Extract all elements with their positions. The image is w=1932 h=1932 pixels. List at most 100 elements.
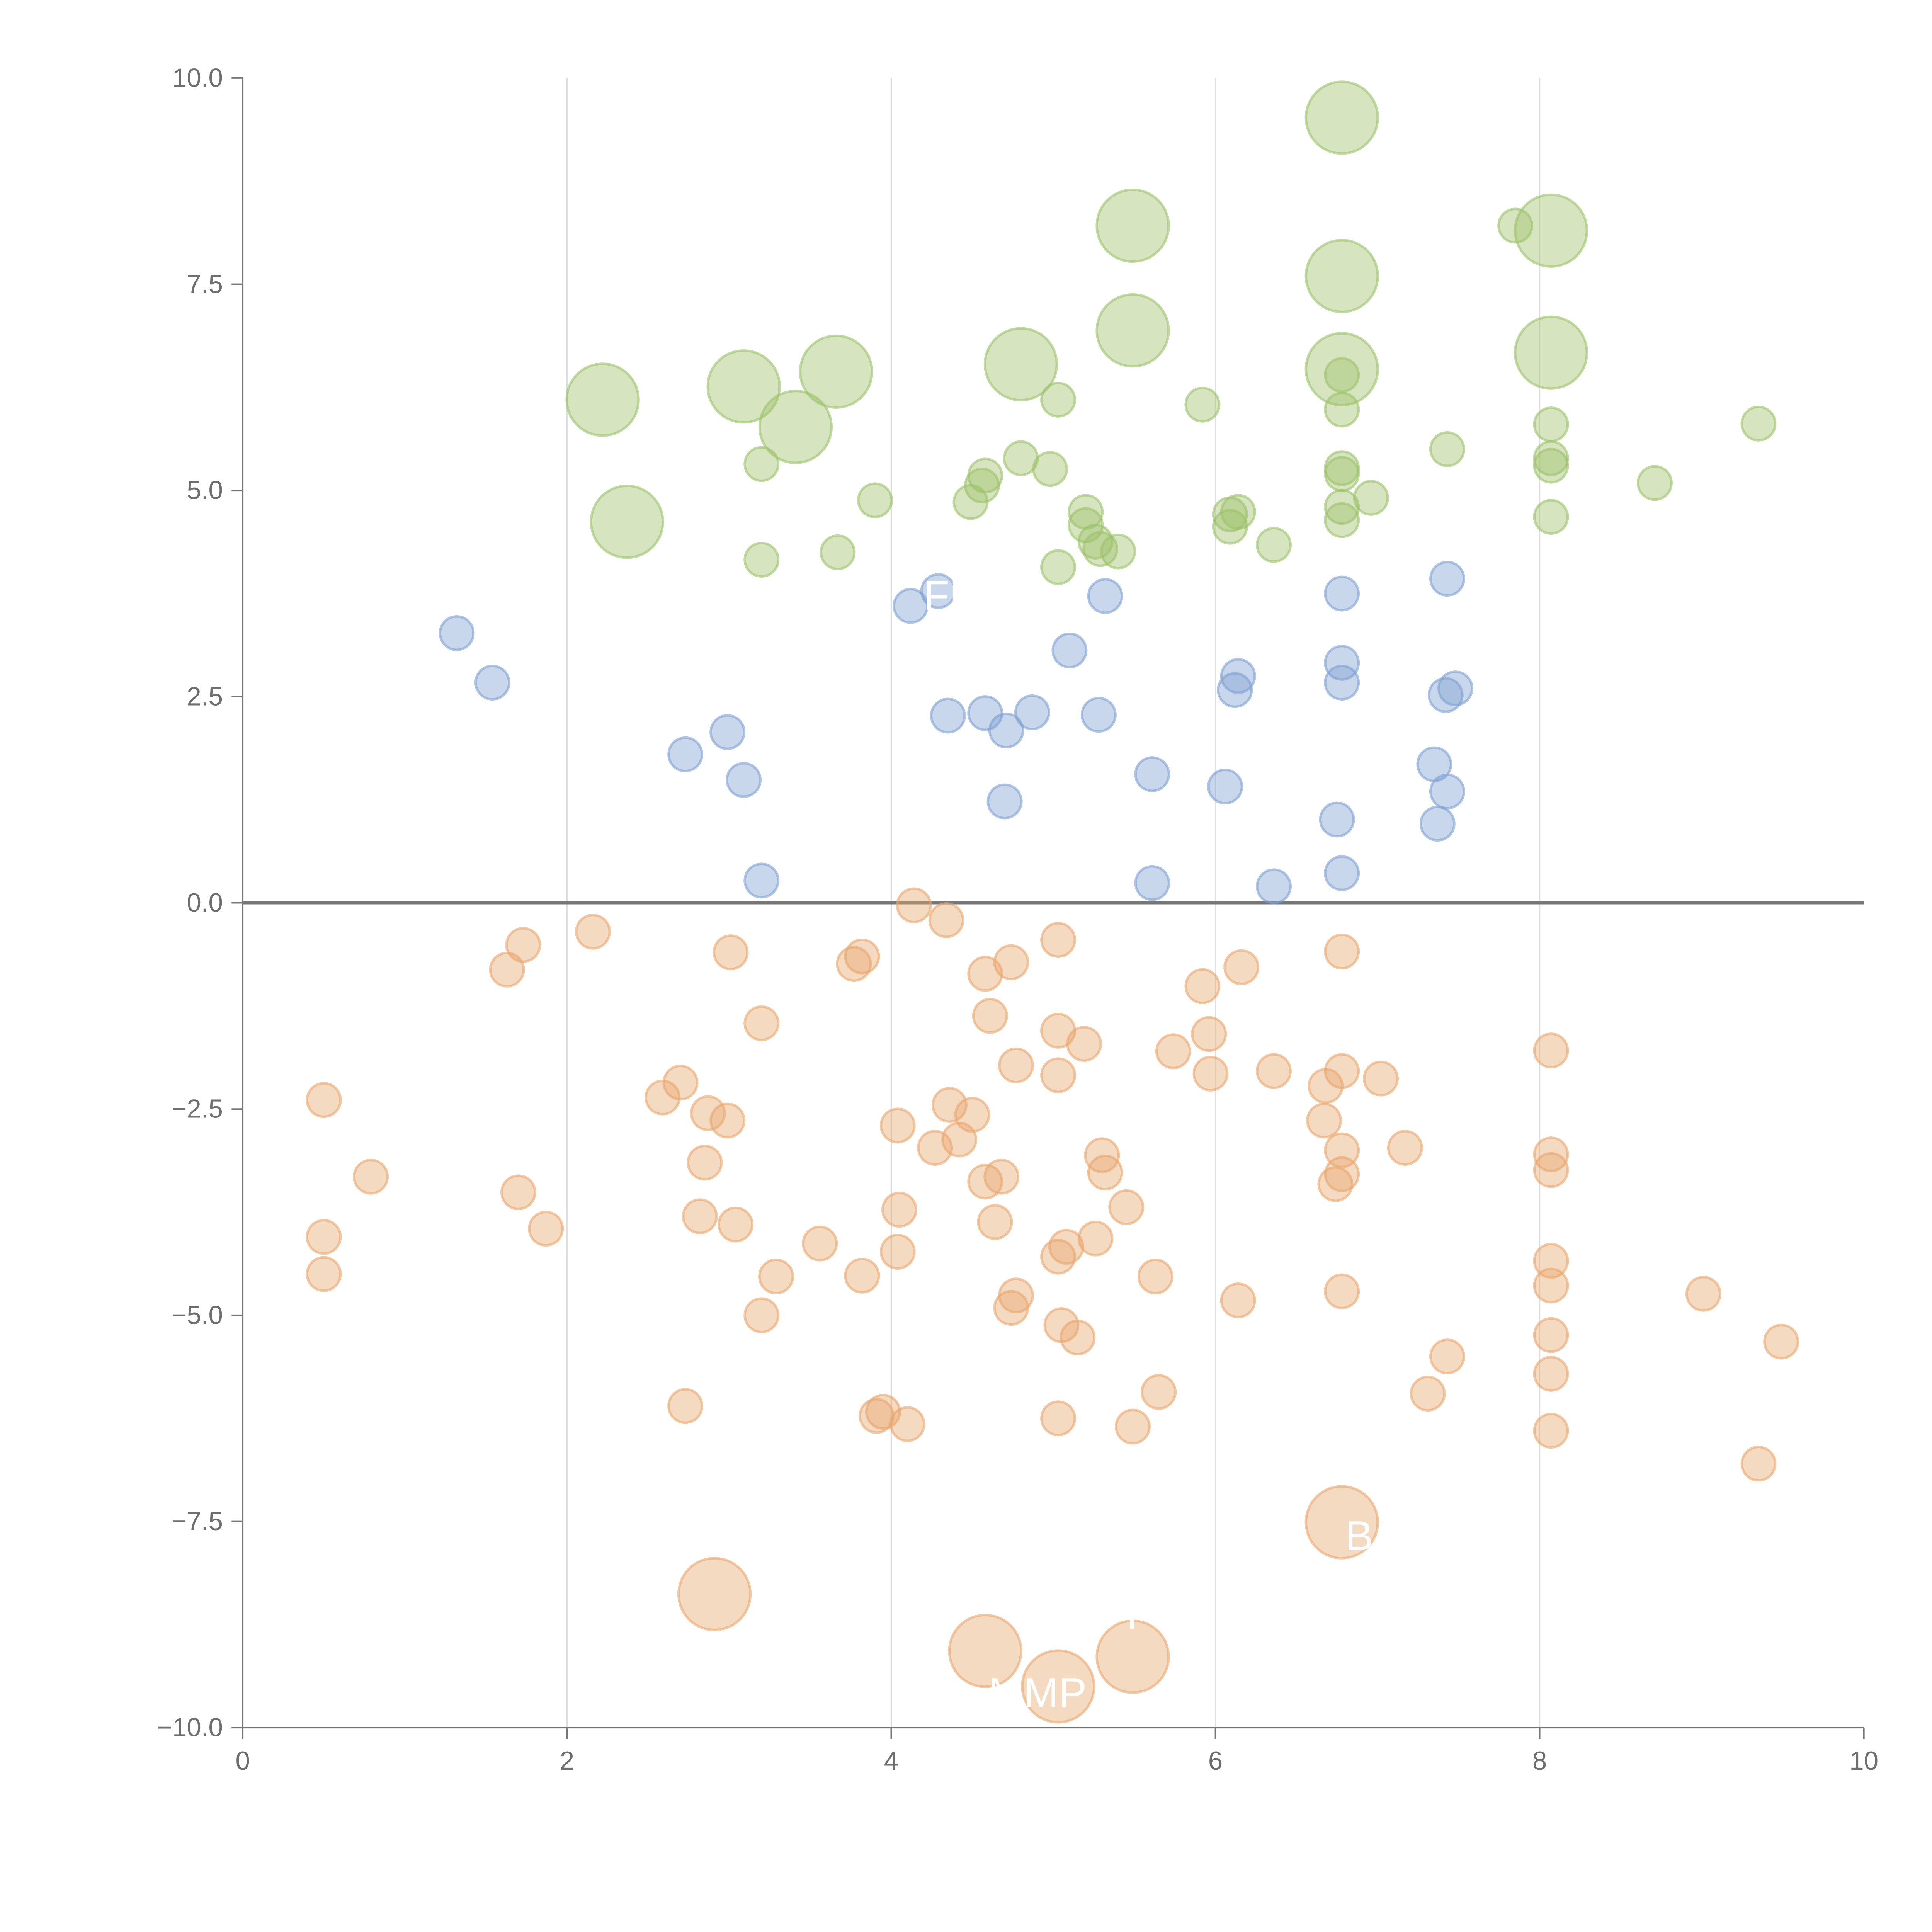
- data-point-orange: [931, 1087, 968, 1123]
- data-point-blue: [474, 665, 510, 701]
- data-point-green: [1497, 207, 1534, 244]
- data-point-blue: [1324, 645, 1360, 681]
- data-point-green: [706, 349, 781, 424]
- data-point-blue: [1087, 578, 1123, 614]
- data-point-green: [1256, 527, 1292, 563]
- data-point-orange: [489, 951, 525, 988]
- data-point-green: [1514, 315, 1588, 390]
- data-point-blue: [1324, 855, 1360, 891]
- y-tick-label: 2.5: [187, 682, 223, 711]
- data-point-blue: [893, 588, 929, 624]
- data-point-orange: [1155, 1033, 1191, 1070]
- data-point-orange: [1685, 1276, 1721, 1312]
- points: [306, 80, 1799, 1724]
- data-point-orange: [505, 927, 541, 963]
- data-point-orange: [306, 1219, 342, 1255]
- data-point-orange: [1220, 1282, 1256, 1318]
- data-point-orange: [967, 956, 1003, 992]
- data-point-orange: [575, 913, 611, 950]
- data-point-blue: [667, 736, 704, 772]
- data-point-orange: [1040, 1238, 1077, 1275]
- data-point-orange: [743, 1005, 780, 1041]
- data-point-green: [1637, 465, 1673, 501]
- data-point-orange: [1533, 1355, 1569, 1392]
- data-point-blue: [1324, 665, 1360, 701]
- data-point-orange: [1533, 1152, 1569, 1188]
- data-point-green: [743, 542, 780, 578]
- data-point-blue: [1217, 672, 1253, 708]
- data-point-green: [1514, 193, 1588, 268]
- axes: 0 2 4 6 8 10 10.0 7.5 5.0 2.5 0.0 −2.5 −5.0 −7.5 −10.0: [157, 63, 1879, 1776]
- data-point-green: [857, 482, 893, 519]
- data-point-orange: [1108, 1189, 1145, 1225]
- data-point-orange: [713, 934, 749, 971]
- data-point-blue: [1319, 801, 1355, 838]
- data-point-green: [1533, 406, 1569, 442]
- data-point-orange: [859, 1398, 895, 1434]
- data-point-orange: [1387, 1130, 1423, 1166]
- data-point-orange: [682, 1198, 718, 1235]
- data-point-orange: [500, 1174, 536, 1211]
- data-point-blue: [709, 714, 746, 750]
- data-point-green: [1429, 431, 1465, 467]
- data-point-orange: [928, 902, 964, 938]
- x-tick-label: 8: [1532, 1747, 1547, 1776]
- data-point-orange: [941, 1121, 978, 1158]
- annotation-label: B: [1345, 1512, 1373, 1560]
- data-point-orange: [743, 1297, 780, 1333]
- data-point-green: [1324, 357, 1360, 393]
- data-point-green: [1212, 509, 1248, 545]
- data-point-orange: [948, 1614, 1022, 1688]
- data-point-orange: [709, 1102, 746, 1139]
- data-point-orange: [1191, 1016, 1227, 1052]
- data-point-orange: [1021, 1649, 1095, 1724]
- data-point-green: [1040, 549, 1077, 585]
- data-point-orange: [879, 1234, 916, 1270]
- data-point-green: [758, 389, 833, 464]
- data-point-orange: [977, 1204, 1013, 1240]
- data-point-orange: [1763, 1323, 1799, 1360]
- data-point-blue: [1134, 865, 1170, 901]
- data-point-orange: [1256, 1053, 1292, 1089]
- data-point-orange: [1040, 1400, 1077, 1437]
- data-point-green: [1324, 502, 1360, 538]
- data-point-orange: [836, 946, 872, 982]
- data-point-green: [1040, 381, 1077, 418]
- data-point-orange: [1040, 922, 1077, 958]
- data-point-orange: [353, 1158, 389, 1195]
- data-point-green: [799, 334, 873, 409]
- annotation-label: I: [1126, 1591, 1138, 1638]
- data-point-green: [820, 534, 856, 570]
- data-point-orange: [1040, 1057, 1077, 1094]
- data-point-orange: [1533, 1413, 1569, 1449]
- data-point-orange: [993, 1290, 1029, 1326]
- y-tick-label: 5.0: [187, 476, 223, 505]
- data-point-orange: [306, 1082, 342, 1118]
- x-tick-label: 6: [1208, 1747, 1223, 1776]
- data-point-orange: [1410, 1376, 1446, 1412]
- data-point-orange: [306, 1256, 342, 1292]
- data-point-blue: [1207, 769, 1243, 805]
- data-point-blue: [1324, 575, 1360, 612]
- data-point-orange: [967, 1163, 1003, 1200]
- data-point-orange: [1324, 1273, 1360, 1310]
- data-point-orange: [1192, 1055, 1229, 1092]
- data-point-blue: [920, 573, 956, 609]
- data-point-orange: [1533, 1267, 1569, 1304]
- data-point-blue: [1429, 773, 1465, 810]
- data-point-orange: [645, 1079, 681, 1116]
- data-point-blue: [930, 697, 966, 734]
- data-point-orange: [1115, 1408, 1151, 1445]
- data-point-blue: [1427, 677, 1464, 713]
- data-point-orange: [896, 887, 932, 923]
- annotations: FP MMP B I: [923, 572, 1373, 1716]
- y-tick-label: −10.0: [157, 1713, 223, 1742]
- data-point-orange: [1533, 1032, 1569, 1069]
- data-point-green: [1304, 239, 1379, 313]
- data-point-green: [743, 446, 780, 482]
- data-point-orange: [1223, 949, 1260, 985]
- data-point-blue: [1051, 632, 1088, 668]
- data-point-orange: [1429, 1338, 1465, 1375]
- data-point-orange: [1184, 968, 1221, 1004]
